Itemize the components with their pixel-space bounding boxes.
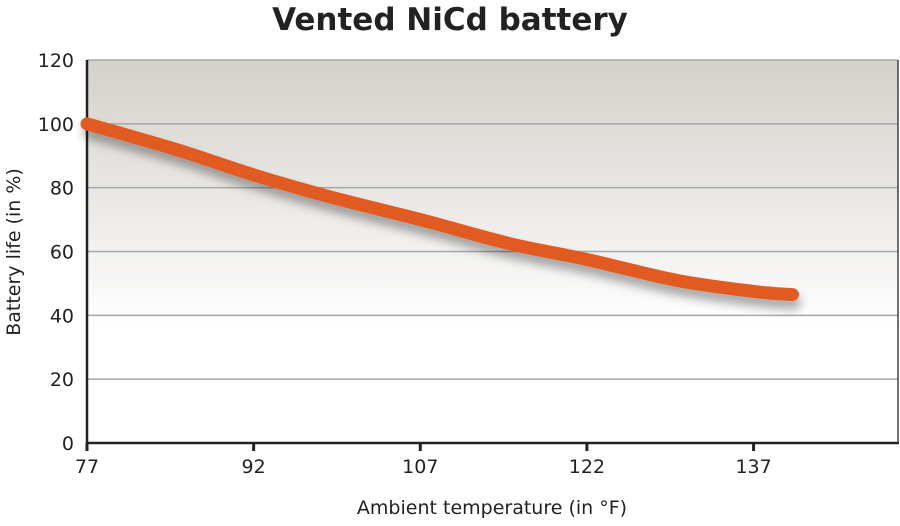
y-tick-label: 80: [50, 178, 74, 200]
y-tick-label: 120: [38, 50, 74, 72]
chart-title: Vented NiCd battery: [272, 2, 628, 38]
x-tick-label: 107: [402, 456, 438, 478]
y-tick-label: 20: [50, 369, 74, 391]
y-tick-label: 60: [50, 242, 74, 264]
series-line: [80, 117, 799, 302]
y-tick-label: 0: [62, 433, 74, 455]
y-tick-label: 40: [50, 305, 74, 327]
x-tick-label: 92: [242, 456, 266, 478]
x-tick-label: 77: [75, 456, 99, 478]
x-axis-label: Ambient temperature (in °F): [357, 497, 627, 519]
y-axis-label: Battery life (in %): [3, 168, 25, 336]
x-tick-label: 137: [735, 456, 771, 478]
x-tick-label: 122: [569, 456, 605, 478]
y-tick-label: 100: [38, 114, 74, 136]
